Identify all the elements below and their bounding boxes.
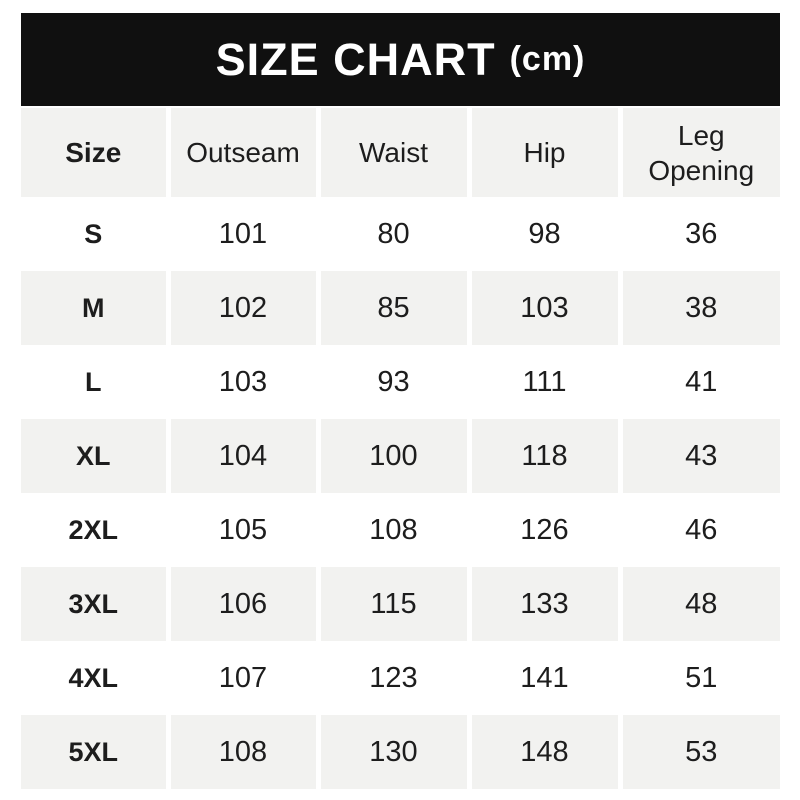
column-header-size: Size bbox=[21, 108, 168, 197]
value-cell: 103 bbox=[165, 345, 318, 419]
value-cell: 36 bbox=[617, 197, 780, 271]
table-row-s: S 101 80 98 36 bbox=[21, 197, 780, 271]
size-cell: 4XL bbox=[21, 641, 168, 715]
size-cell: L bbox=[21, 345, 168, 419]
value-cell: 107 bbox=[165, 641, 318, 715]
value-cell: 108 bbox=[315, 493, 469, 567]
banner-title: SIZE CHART bbox=[215, 33, 496, 85]
table-row-xl: XL 104 100 118 43 bbox=[21, 419, 780, 493]
value-cell: 103 bbox=[466, 271, 620, 345]
value-cell: 101 bbox=[165, 197, 318, 271]
value-cell: 130 bbox=[315, 715, 469, 789]
value-cell: 106 bbox=[165, 567, 318, 641]
value-cell: 85 bbox=[315, 271, 469, 345]
header-row: Size Outseam Waist Hip Leg Opening bbox=[21, 108, 780, 197]
table-row-l: L 103 93 111 41 bbox=[21, 345, 780, 419]
column-header-outseam: Outseam bbox=[165, 108, 318, 197]
value-cell: 141 bbox=[466, 641, 620, 715]
table-row-3xl: 3XL 106 115 133 48 bbox=[21, 567, 780, 641]
size-cell: S bbox=[21, 197, 168, 271]
value-cell: 46 bbox=[617, 493, 780, 567]
table-row-5xl: 5XL 108 130 148 53 bbox=[21, 715, 780, 789]
value-cell: 104 bbox=[165, 419, 318, 493]
value-cell: 102 bbox=[165, 271, 318, 345]
value-cell: 53 bbox=[617, 715, 780, 789]
column-header-leg-opening: Leg Opening bbox=[617, 108, 780, 197]
value-cell: 43 bbox=[617, 419, 780, 493]
value-cell: 115 bbox=[315, 567, 469, 641]
value-cell: 48 bbox=[617, 567, 780, 641]
value-cell: 118 bbox=[466, 419, 620, 493]
column-header-hip: Hip bbox=[466, 108, 620, 197]
value-cell: 93 bbox=[315, 345, 469, 419]
table-row-2xl: 2XL 105 108 126 46 bbox=[21, 493, 780, 567]
value-cell: 41 bbox=[617, 345, 780, 419]
size-cell: 3XL bbox=[21, 567, 168, 641]
value-cell: 51 bbox=[617, 641, 780, 715]
value-cell: 98 bbox=[466, 197, 620, 271]
table-row-4xl: 4XL 107 123 141 51 bbox=[21, 641, 780, 715]
size-chart: SIZE CHART (cm) Size Outseam Waist Hip L… bbox=[21, 13, 780, 789]
value-cell: 148 bbox=[466, 715, 620, 789]
size-cell: 5XL bbox=[21, 715, 168, 789]
value-cell: 105 bbox=[165, 493, 318, 567]
value-cell: 133 bbox=[466, 567, 620, 641]
size-cell: 2XL bbox=[21, 493, 168, 567]
value-cell: 126 bbox=[466, 493, 620, 567]
value-cell: 123 bbox=[315, 641, 469, 715]
table-row-m: M 102 85 103 38 bbox=[21, 271, 780, 345]
column-header-waist: Waist bbox=[315, 108, 469, 197]
size-cell: XL bbox=[21, 419, 168, 493]
value-cell: 108 bbox=[165, 715, 318, 789]
value-cell: 100 bbox=[315, 419, 469, 493]
size-chart-table: Size Outseam Waist Hip Leg Opening S 101… bbox=[21, 108, 780, 789]
value-cell: 111 bbox=[466, 345, 620, 419]
size-chart-banner: SIZE CHART (cm) bbox=[21, 13, 780, 106]
value-cell: 38 bbox=[617, 271, 780, 345]
banner-unit-label: (cm) bbox=[509, 40, 586, 78]
size-cell: M bbox=[21, 271, 168, 345]
value-cell: 80 bbox=[315, 197, 469, 271]
